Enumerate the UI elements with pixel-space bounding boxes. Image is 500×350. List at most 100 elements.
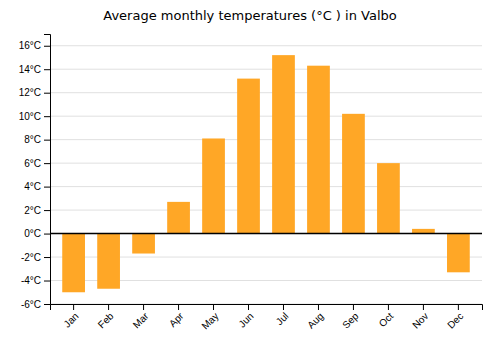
y-tick-mark xyxy=(44,187,50,188)
grid-line xyxy=(50,186,482,187)
zero-line xyxy=(50,233,482,235)
grid-line xyxy=(50,233,482,234)
x-tick-mark xyxy=(283,304,284,310)
title: Average monthly temperatures (°C ) in Va… xyxy=(103,8,396,23)
plot-area: -6°C -4°C -2°C 0°C 2°C 4°C 6°C 8°C 10°C 12°C 14°C 1… xyxy=(19,35,483,332)
x-axis-line xyxy=(51,305,483,311)
x-tick: Dec xyxy=(445,304,465,331)
x-tick-label: Jul xyxy=(274,310,291,327)
x-tick: Jun xyxy=(236,304,255,330)
x-tick-label: Jan xyxy=(62,310,81,329)
x-tick-label: May xyxy=(199,310,220,331)
bar xyxy=(237,79,260,234)
x-tick: Apr xyxy=(167,304,186,329)
bar xyxy=(342,114,365,234)
y-tick-label: 4°C xyxy=(24,181,41,192)
x-tick: Jan xyxy=(62,304,81,330)
x-tick-mark xyxy=(108,304,109,310)
x-tick-label: Sep xyxy=(340,310,361,331)
grid-line xyxy=(50,163,482,164)
y-tick: -4°C xyxy=(21,275,50,286)
x-tick: Oct xyxy=(377,304,396,329)
x-tick: Sep xyxy=(340,304,361,331)
grid xyxy=(50,46,482,304)
bar xyxy=(377,163,400,233)
y-tick-mark xyxy=(44,304,50,305)
x-tick-label: Feb xyxy=(96,310,116,330)
y-tick: 10°C xyxy=(19,111,50,122)
y-tick-label: 6°C xyxy=(24,158,41,169)
y-tick: 16°C xyxy=(19,40,50,51)
grid-line xyxy=(50,116,482,117)
y-tick: -6°C xyxy=(21,299,50,310)
x-tick-mark xyxy=(388,304,389,310)
y-tick: 2°C xyxy=(24,205,50,216)
x-tick-mark xyxy=(213,304,214,310)
x-tick-mark xyxy=(353,304,354,310)
y-tick: -2°C xyxy=(21,252,50,263)
x-tick-label: Dec xyxy=(445,310,465,330)
y-tick-mark xyxy=(44,234,50,235)
y-tick-label: 0°C xyxy=(24,228,41,239)
bar xyxy=(167,202,190,234)
y-tick-label: 14°C xyxy=(19,64,41,75)
y-tick-mark xyxy=(44,257,50,258)
grid-line xyxy=(50,210,482,211)
x-tick-mark xyxy=(248,304,249,310)
x-tick-label: Apr xyxy=(167,310,186,329)
x-tick: May xyxy=(199,304,220,332)
y-tick-label: -4°C xyxy=(21,275,41,286)
y-tick-mark xyxy=(44,281,50,282)
x-axis: Jan Feb Mar Apr May Jun Jul Aug Sep Oct Nov Dec xyxy=(51,304,483,332)
grid-line xyxy=(50,139,482,140)
grid-line xyxy=(50,45,482,46)
x-tick: Nov xyxy=(410,304,430,331)
y-tick: 12°C xyxy=(19,87,50,98)
x-tick-label: Nov xyxy=(410,310,430,330)
bar xyxy=(132,234,155,254)
grid-line xyxy=(50,69,482,70)
x-tick-mark xyxy=(423,304,424,310)
bar xyxy=(307,66,330,234)
y-axis: -6°C -4°C -2°C 0°C 2°C 4°C 6°C 8°C 10°C 12°C 14°C 1… xyxy=(19,35,51,310)
bar xyxy=(202,138,225,233)
x-tick-mark xyxy=(178,304,179,310)
x-tick-label: Oct xyxy=(377,310,396,329)
y-tick-mark xyxy=(44,69,50,70)
x-tick: Mar xyxy=(131,304,151,330)
y-tick-mark xyxy=(44,46,50,47)
y-tick-label: 10°C xyxy=(19,111,41,122)
bar xyxy=(62,234,85,293)
y-tick: 4°C xyxy=(24,181,50,192)
y-tick-label: 8°C xyxy=(24,134,41,145)
y-tick-label: 12°C xyxy=(19,87,41,98)
bar xyxy=(97,234,120,289)
bar xyxy=(272,55,295,233)
y-tick-label: -2°C xyxy=(21,252,41,263)
x-tick-label: Mar xyxy=(131,310,151,330)
x-tick-mark xyxy=(143,304,144,310)
bar xyxy=(447,234,470,273)
y-tick: 8°C xyxy=(24,134,50,145)
x-tick-label: Jun xyxy=(236,310,255,329)
x-tick-mark xyxy=(318,304,319,310)
y-tick-label: 2°C xyxy=(24,205,41,216)
x-tick-label: Aug xyxy=(305,310,325,330)
y-tick-mark xyxy=(44,116,50,117)
y-tick: 0°C xyxy=(24,228,50,239)
y-tick: 6°C xyxy=(24,158,50,169)
x-tick: Jul xyxy=(274,304,291,327)
x-tick-mark xyxy=(73,304,74,310)
y-tick-label: 16°C xyxy=(19,40,41,51)
chart: Average monthly temperatures (°C ) in Va… xyxy=(0,0,500,350)
x-tick: Aug xyxy=(305,304,325,331)
y-tick-mark xyxy=(44,210,50,211)
y-tick-mark xyxy=(44,93,50,94)
y-tick-label: -6°C xyxy=(21,299,41,310)
x-tick: Feb xyxy=(96,304,116,330)
y-tick-mark xyxy=(44,163,50,164)
y-tick-mark xyxy=(44,140,50,141)
marks xyxy=(50,55,482,292)
y-axis-line xyxy=(44,35,51,305)
grid-line xyxy=(50,92,482,93)
